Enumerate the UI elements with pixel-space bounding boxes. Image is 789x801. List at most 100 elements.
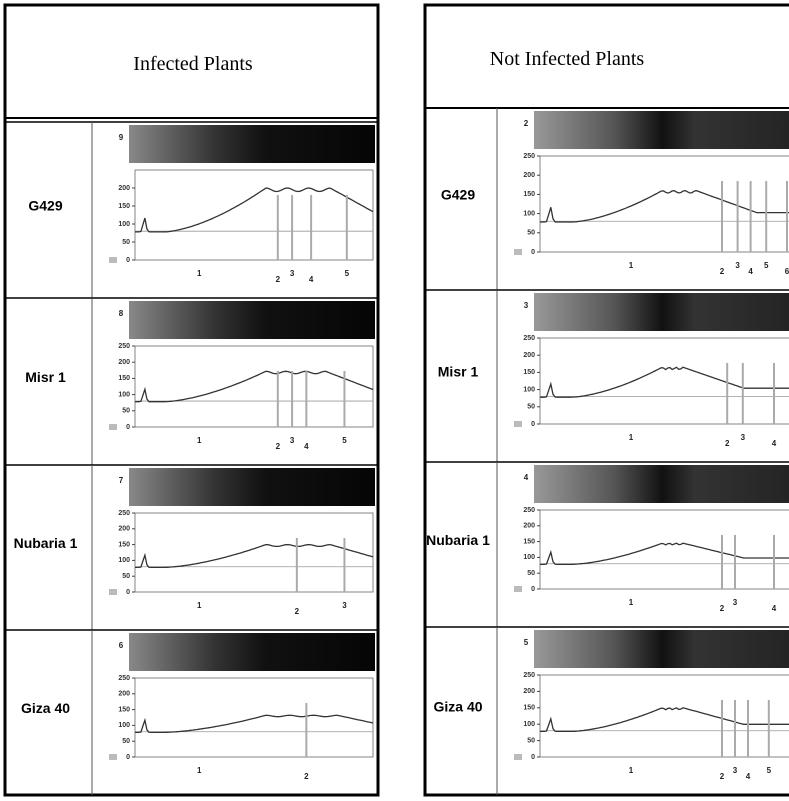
y-tick-label: 100 xyxy=(118,221,130,228)
peak-label: 3 xyxy=(342,601,347,610)
y-tick-label: 50 xyxy=(122,408,130,415)
lane-strip xyxy=(534,111,789,149)
lane-number: 5 xyxy=(524,638,529,647)
y-tick-label: 0 xyxy=(531,421,535,428)
y-tick-label: 50 xyxy=(527,737,535,744)
peak-label: 4 xyxy=(309,275,314,284)
y-tick-label: 150 xyxy=(523,369,535,376)
panel-title: Infected Plants xyxy=(133,53,253,75)
peak-label: 3 xyxy=(733,766,738,775)
peak-label: 1 xyxy=(197,436,202,445)
profile-curve xyxy=(540,707,789,733)
profile-curve xyxy=(540,189,789,223)
y-tick-label: 50 xyxy=(527,570,535,577)
peak-label: 4 xyxy=(772,439,777,448)
peak-label: 6 xyxy=(785,267,789,276)
peak-label: 2 xyxy=(304,772,309,781)
lane-strip xyxy=(129,468,375,506)
graph-frame xyxy=(134,169,374,261)
lane-strip xyxy=(534,630,789,668)
zero-marker xyxy=(109,424,117,430)
y-tick-label: 200 xyxy=(523,688,535,695)
y-tick-label: 100 xyxy=(523,210,535,217)
y-tick-label: 150 xyxy=(118,706,130,713)
panel-border xyxy=(3,3,380,797)
panel-title: Not Infected Plants xyxy=(490,48,645,70)
lane-number: 9 xyxy=(119,133,124,142)
y-tick-label: 50 xyxy=(527,404,535,411)
y-tick-label: 250 xyxy=(118,343,130,350)
lane-strip xyxy=(129,301,375,339)
graph-frame xyxy=(134,345,374,428)
peak-label: 4 xyxy=(746,772,751,781)
peak-label: 2 xyxy=(295,607,300,616)
lane-number: 8 xyxy=(119,309,124,318)
zero-marker xyxy=(109,754,117,760)
y-tick-label: 50 xyxy=(527,230,535,237)
panel-border xyxy=(423,3,789,797)
peak-label: 2 xyxy=(720,267,725,276)
peak-label: 5 xyxy=(345,269,350,278)
peak-label: 3 xyxy=(290,269,295,278)
profile-curve xyxy=(540,366,789,398)
profile-curve xyxy=(540,542,789,566)
lane-strip xyxy=(534,465,789,503)
lane-number: 6 xyxy=(119,641,124,650)
peak-label: 4 xyxy=(304,442,309,451)
peak-label: 2 xyxy=(720,772,725,781)
y-tick-label: 100 xyxy=(118,557,130,564)
peak-label: 2 xyxy=(276,275,281,284)
lane-number: 7 xyxy=(119,476,124,485)
y-tick-label: 250 xyxy=(523,153,535,160)
lane-strip xyxy=(534,293,789,331)
lane-number: 3 xyxy=(524,301,529,310)
y-tick-label: 250 xyxy=(523,672,535,679)
y-tick-label: 100 xyxy=(523,721,535,728)
zero-marker xyxy=(109,257,117,263)
peak-label: 1 xyxy=(629,766,634,775)
peak-label: 2 xyxy=(720,604,725,613)
peak-label: 1 xyxy=(197,766,202,775)
y-tick-label: 100 xyxy=(523,554,535,561)
y-tick-label: 100 xyxy=(118,722,130,729)
lane-strip xyxy=(129,633,375,671)
peak-label: 3 xyxy=(741,433,746,442)
y-tick-label: 250 xyxy=(118,510,130,517)
variety-label: Nubaria 1 xyxy=(14,535,78,551)
variety-label: G429 xyxy=(441,187,475,203)
zero-marker xyxy=(514,249,522,255)
y-tick-label: 50 xyxy=(122,738,130,745)
y-tick-label: 200 xyxy=(118,359,130,366)
y-tick-label: 0 xyxy=(126,754,130,761)
peak-label: 4 xyxy=(748,267,753,276)
y-tick-label: 100 xyxy=(118,391,130,398)
y-tick-label: 150 xyxy=(523,191,535,198)
peak-label: 1 xyxy=(629,261,634,270)
peak-label: 1 xyxy=(629,433,634,442)
peak-label: 3 xyxy=(735,261,740,270)
lane-number: 4 xyxy=(524,473,529,482)
y-tick-label: 200 xyxy=(523,352,535,359)
peak-label: 1 xyxy=(629,598,634,607)
y-tick-label: 50 xyxy=(122,573,130,580)
graph-frame xyxy=(539,155,789,253)
profile-curve xyxy=(135,714,374,734)
y-tick-label: 250 xyxy=(523,335,535,342)
y-tick-label: 250 xyxy=(523,507,535,514)
zero-marker xyxy=(109,589,117,595)
variety-label: G429 xyxy=(28,198,62,214)
y-tick-label: 0 xyxy=(126,589,130,596)
peak-label: 5 xyxy=(764,261,769,270)
peak-label: 4 xyxy=(772,604,777,613)
variety-label: Misr 1 xyxy=(438,364,479,380)
profile-curve xyxy=(135,370,374,403)
y-tick-label: 150 xyxy=(118,375,130,382)
peak-label: 1 xyxy=(197,601,202,610)
y-tick-label: 0 xyxy=(126,424,130,431)
y-tick-label: 150 xyxy=(523,538,535,545)
peak-label: 2 xyxy=(276,442,281,451)
peak-label: 3 xyxy=(733,598,738,607)
lane-number: 2 xyxy=(524,119,529,128)
y-tick-label: 0 xyxy=(531,754,535,761)
